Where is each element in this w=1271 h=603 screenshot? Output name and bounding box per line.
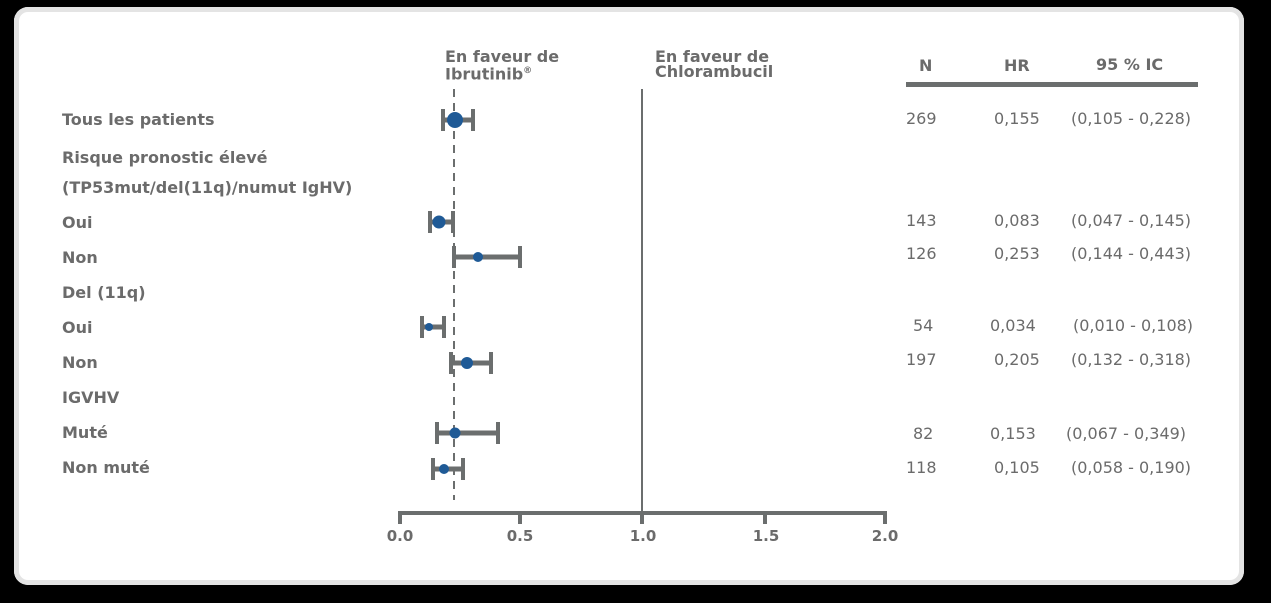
- row-label: Non: [62, 248, 98, 267]
- n-value: 269: [906, 109, 937, 128]
- row-label: Tous les patients: [62, 110, 215, 129]
- column-header-hr: HR: [1004, 56, 1030, 75]
- hr-value: 0,083: [994, 211, 1040, 230]
- favor-chlorambucil-label: En faveur de Chlorambucil: [655, 47, 774, 81]
- row-label: IGVHV: [62, 388, 120, 407]
- x-tick-label: 1.0: [629, 527, 657, 545]
- axis-ticks: [398, 511, 887, 524]
- hr-value: 0,155: [994, 109, 1040, 128]
- ci-value: (0,047 - 0,145): [1071, 211, 1192, 230]
- ci-value: (0,144 - 0,443): [1071, 244, 1192, 263]
- row-label: Non: [62, 353, 98, 372]
- row-label: (TP53mut/del(11q)/numut IgHV): [62, 178, 353, 197]
- hr-value: 0,105: [994, 458, 1040, 477]
- hr-value: 0,205: [994, 350, 1040, 369]
- n-value: 197: [906, 350, 937, 369]
- ci-value: (0,132 - 0,318): [1071, 350, 1192, 369]
- row-label: Muté: [62, 423, 108, 442]
- x-tick-label: 2.0: [871, 527, 899, 545]
- hr-value: 0,253: [994, 244, 1040, 263]
- n-value: 118: [906, 458, 937, 477]
- row-label: Oui: [62, 318, 93, 337]
- row-label: Non muté: [62, 458, 150, 477]
- ci-whiskers: [420, 109, 522, 480]
- n-value: 54: [913, 316, 934, 335]
- hr-markers: [425, 112, 483, 474]
- row-label: Del (11q): [62, 283, 146, 302]
- column-header-n: N: [919, 56, 933, 75]
- n-value: 82: [913, 424, 934, 443]
- n-value: 126: [906, 244, 937, 263]
- x-tick-label: 0.5: [506, 527, 534, 545]
- x-tick-label: 1.5: [752, 527, 780, 545]
- row-label: Risque pronostic élevé: [62, 148, 268, 167]
- chart-card: [14, 7, 1244, 585]
- favor-ibrutinib-label: En faveur de Ibrutinib®: [445, 47, 560, 84]
- row-label: Oui: [62, 213, 93, 232]
- ci-value: (0,105 - 0,228): [1071, 109, 1192, 128]
- x-tick-label: 0.0: [386, 527, 414, 545]
- hr-value: 0,034: [990, 316, 1036, 335]
- ci-value: (0,067 - 0,349): [1066, 424, 1187, 443]
- ci-value: (0,058 - 0,190): [1071, 458, 1192, 477]
- hr-value: 0,153: [990, 424, 1036, 443]
- column-header-ci: 95 % IC: [1096, 55, 1164, 74]
- header-rule: [906, 82, 1198, 87]
- ci-value: (0,010 - 0,108): [1073, 316, 1194, 335]
- n-value: 143: [906, 211, 937, 230]
